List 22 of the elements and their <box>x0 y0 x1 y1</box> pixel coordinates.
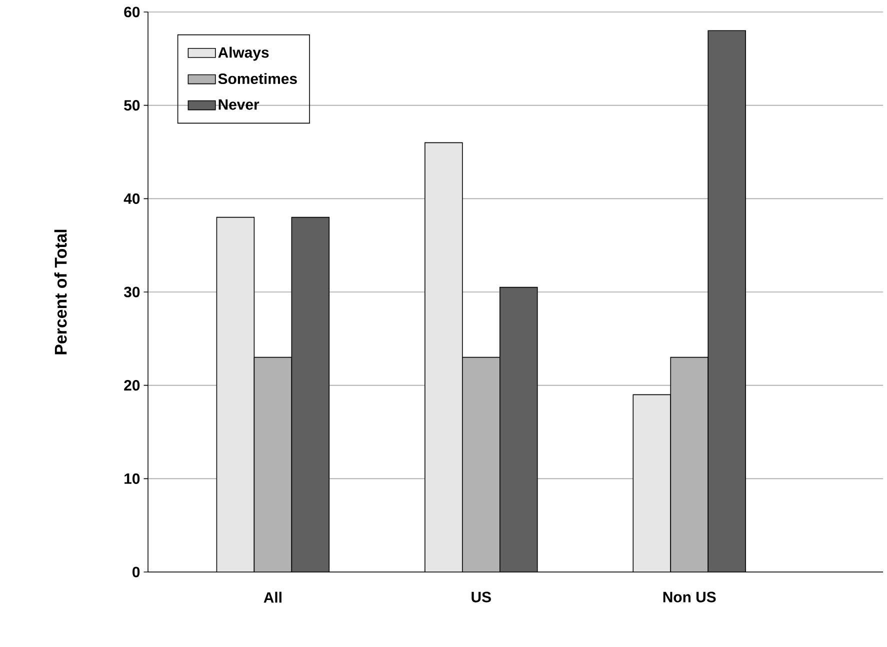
legend-label: Never <box>218 99 260 110</box>
y-tick-label: 20 <box>124 380 140 391</box>
bar <box>462 357 500 572</box>
y-tick-label: 50 <box>124 100 140 111</box>
bar <box>216 217 254 572</box>
legend-label: Sometimes <box>218 73 297 84</box>
y-axis-title: Percent of Total <box>54 230 67 354</box>
bar <box>500 287 538 572</box>
y-tick-label: 0 <box>132 566 140 578</box>
bar <box>292 217 330 572</box>
legend-label: Always <box>218 46 269 61</box>
y-tick-label: 30 <box>124 286 140 298</box>
bar <box>424 142 462 572</box>
bar <box>254 357 292 572</box>
y-tick-label: 40 <box>124 193 140 204</box>
y-tick-label: 10 <box>124 473 140 484</box>
bar <box>632 394 672 572</box>
x-tick-label: Non US <box>663 592 716 602</box>
y-tick-label: 60 <box>124 6 140 18</box>
x-tick-label: All <box>264 592 282 603</box>
bar <box>708 30 746 572</box>
x-tick-label: US <box>472 592 491 602</box>
